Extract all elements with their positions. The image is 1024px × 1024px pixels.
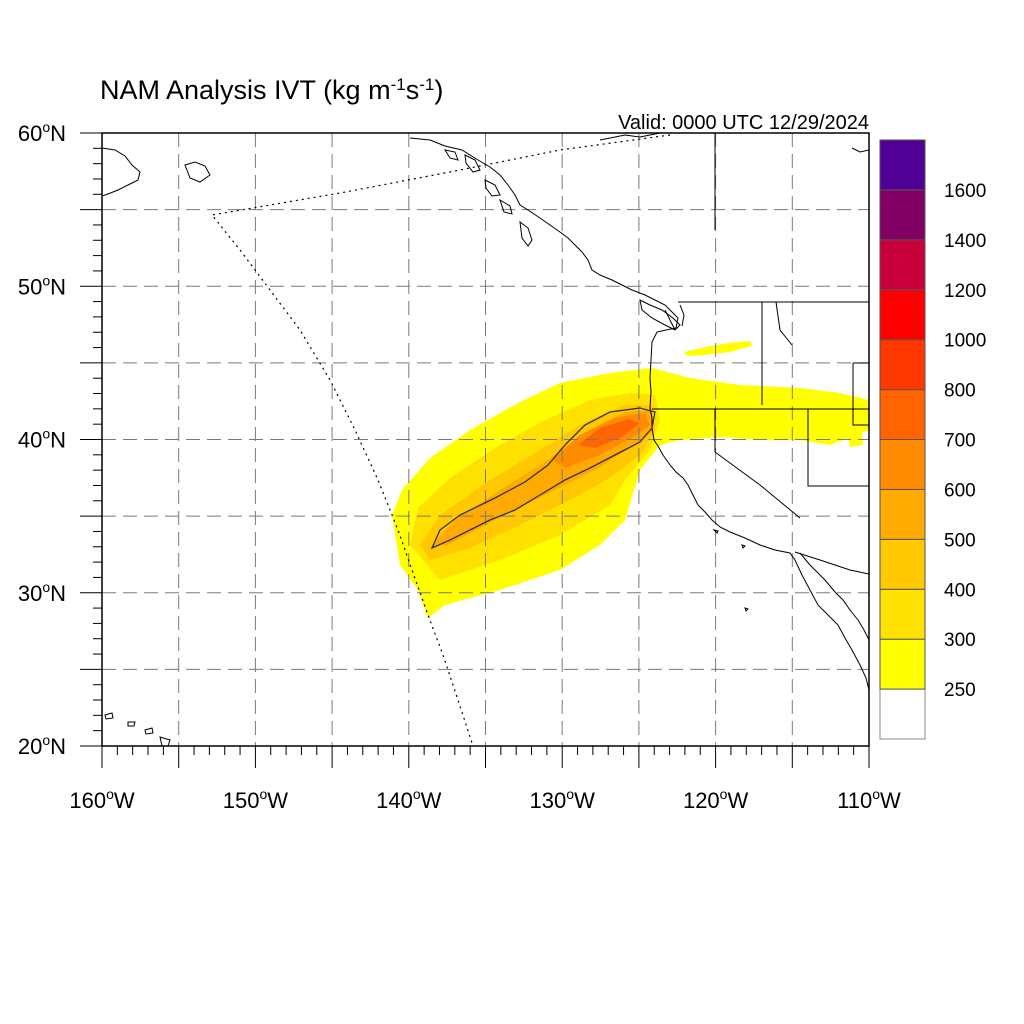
colorbar-swatch [879,289,926,341]
axis-labels: 160oW 150oW 140oW 130oW 120oW 110oW 60oN 50oN 40… [18,119,901,813]
colorbar: 250 300 400 500 600 700 800 1000 1200 1400 1600 [879,139,986,740]
y-tick-label: 50oN [18,272,66,299]
y-tick-label: 20oN [18,732,66,759]
colorbar-label: 700 [944,431,976,452]
vancouver-island [639,299,681,331]
colorbar-swatch [879,538,926,590]
baja-gulf-coast [799,552,869,641]
colorbar-swatch [879,389,926,441]
ivt-shade-250-oregon [684,341,752,356]
colorbar-label: 500 [944,530,976,551]
idaho-nevada-border [807,409,869,487]
model-domain-boundary [210,134,671,746]
y-tick-label: 60oN [18,119,66,146]
colorbar-label: 1200 [944,281,986,302]
colorbar-swatch [879,688,926,740]
colorbar-label: 600 [944,480,976,501]
ivt-shading [392,341,869,618]
hawaii-islands [104,712,171,746]
colorbar-swatch [879,189,926,241]
valid-time-label: Valid: 0000 UTC 12/29/2024 [618,112,869,134]
map-plot-area [102,133,869,746]
washington-coastline-inlets [664,304,685,331]
kodiak-island [184,161,211,183]
colorbar-swatch [879,588,926,640]
colorbar-label: 1400 [944,231,986,252]
lat-lon-grid [102,133,869,746]
us-mexico-border [794,551,869,575]
channel-islands [712,529,749,612]
colorbar-swatch [879,488,926,540]
colorbar-label: 250 [944,680,976,701]
y-tick-label: 40oN [18,426,66,453]
haida-gwaii [519,220,533,247]
colorbar-swatch [879,638,926,690]
map-title: NAM Analysis IVT (kg m-1s-1) [100,75,443,105]
colorbar-label: 1000 [944,331,986,352]
washington-idaho-border [775,301,793,346]
x-tick-label: 150oW [223,786,289,813]
colorbar-swatch [879,139,926,191]
colorbar-label: 1600 [944,181,986,202]
political-boundaries [652,133,869,575]
coastlines [102,133,869,746]
utah-box [852,362,869,426]
x-tick-label: 120oW [683,786,749,813]
ivt-shade-700 [578,419,640,448]
colorbar-label: 300 [944,630,976,651]
ivt-shade-250-idaho [848,432,863,447]
y-tick-label: 30oN [18,579,66,606]
axis-ticks [80,132,870,768]
alaska-peninsula-coast [102,147,141,197]
alaska-islands [443,149,513,215]
ivt-shade-250 [392,368,869,618]
x-tick-label: 110oW [837,786,901,813]
california-nevada-border [714,409,801,519]
colorbar-swatch [879,239,926,291]
colorbar-swatch [879,339,926,391]
x-tick-label: 160oW [69,786,135,813]
colorbar-label: 800 [944,381,976,402]
north-america-coastline [409,133,869,691]
colorbar-swatch [879,439,926,490]
svg-text:NAM Analysis IVT (kg m-1s-1): NAM Analysis IVT (kg m-1s-1) [100,75,443,105]
x-tick-label: 130oW [530,786,596,813]
x-tick-label: 140oW [376,786,442,813]
colorbar-label: 400 [944,580,976,601]
ivt-contour-line [430,407,656,550]
